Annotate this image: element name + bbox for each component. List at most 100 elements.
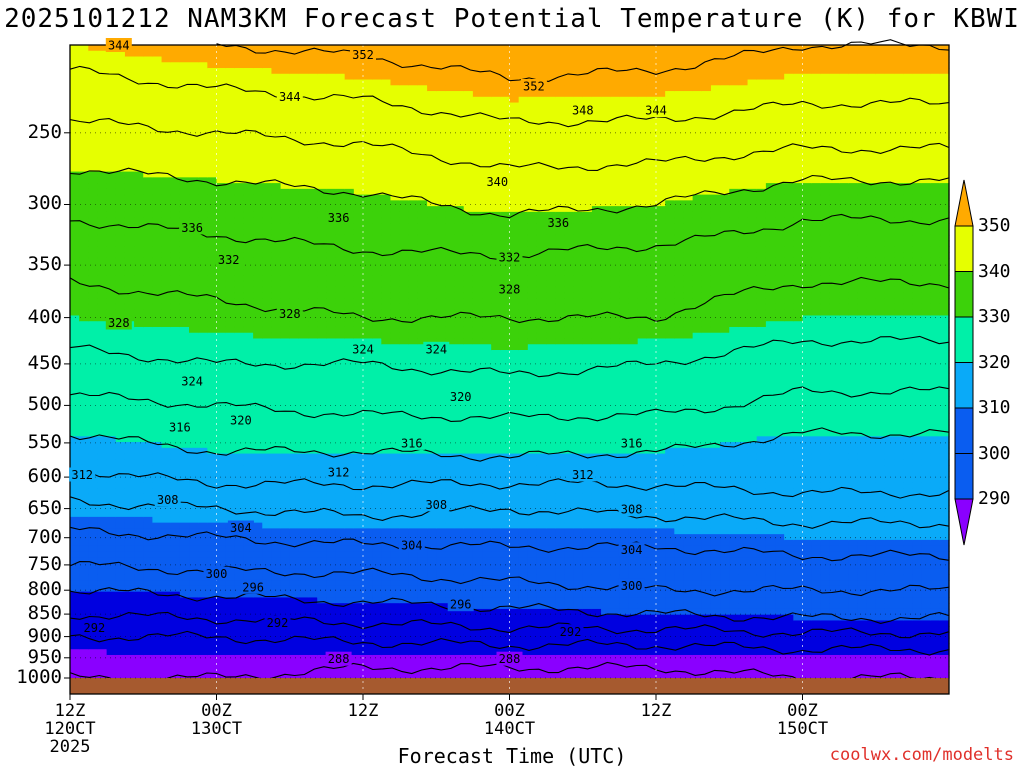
heatmap-cell: [216, 321, 227, 328]
heatmap-cell: [225, 56, 236, 63]
heatmap-cell: [482, 234, 492, 242]
heatmap-cell: [436, 321, 447, 328]
heatmap-cell: [417, 315, 428, 322]
heatmap-cell: [427, 407, 437, 414]
heatmap-cell: [344, 137, 355, 144]
heatmap-cell: [289, 666, 300, 673]
heatmap-cell: [482, 292, 492, 299]
heatmap-cell: [289, 349, 300, 357]
heatmap-cell: [189, 516, 199, 524]
heatmap-cell: [335, 637, 346, 645]
heatmap-cell: [353, 102, 364, 109]
heatmap-cell: [134, 637, 144, 645]
heatmap-cell: [381, 430, 392, 437]
heatmap-cell: [262, 447, 273, 455]
heatmap-cell: [390, 252, 401, 259]
heatmap-cell: [454, 211, 465, 219]
heatmap-cell: [445, 102, 456, 109]
heatmap-cell: [298, 562, 309, 570]
heatmap-cell: [124, 200, 135, 207]
heatmap-cell: [262, 384, 273, 391]
heatmap-cell: [482, 108, 492, 115]
heatmap-cell: [179, 286, 190, 294]
heatmap-cell: [207, 597, 218, 604]
heatmap-cell: [134, 79, 144, 86]
heatmap-cell: [298, 401, 309, 409]
heatmap-cell: [317, 217, 327, 224]
heatmap-cell: [124, 171, 135, 178]
heatmap-cell: [234, 96, 245, 104]
heatmap-cell: [335, 430, 346, 437]
heatmap-cell: [198, 407, 208, 414]
heatmap-cell: [436, 442, 447, 449]
heatmap-cell: [225, 280, 236, 288]
heatmap-cell: [243, 252, 254, 259]
heatmap-cell: [353, 223, 364, 230]
heatmap-cell: [152, 321, 163, 328]
heatmap-cell: [399, 257, 410, 265]
heatmap-cell: [88, 597, 99, 604]
heatmap-cell: [353, 626, 364, 633]
heatmap-cell: [298, 91, 309, 98]
heatmap-cell: [390, 442, 401, 449]
heatmap-cell: [225, 160, 236, 167]
heatmap-cell: [408, 148, 419, 155]
heatmap-cell: [317, 545, 327, 552]
heatmap-cell: [243, 206, 254, 213]
heatmap-cell: [243, 626, 254, 633]
heatmap-cell: [372, 315, 382, 322]
heatmap-cell: [79, 603, 89, 610]
heatmap-cell: [179, 73, 190, 81]
heatmap-cell: [445, 338, 456, 345]
heatmap-cell: [198, 246, 208, 253]
heatmap-cell: [124, 223, 135, 230]
heatmap-cell: [381, 234, 392, 242]
heatmap-cell: [271, 516, 282, 524]
heatmap-cell: [344, 68, 355, 75]
heatmap-cell: [482, 252, 492, 259]
heatmap-cell: [88, 114, 99, 121]
heatmap-cell: [179, 292, 190, 299]
heatmap-cell: [472, 171, 483, 178]
heatmap-cell: [280, 516, 291, 524]
heatmap-cell: [427, 367, 437, 374]
heatmap-cell: [115, 620, 126, 627]
heatmap-cell: [326, 68, 337, 75]
heatmap-cell: [363, 131, 373, 138]
heatmap-cell: [243, 142, 254, 150]
heatmap-cell: [262, 125, 273, 132]
heatmap-cell: [134, 407, 144, 414]
heatmap-cell: [179, 493, 190, 501]
heatmap-cell: [472, 637, 483, 645]
heatmap-cell: [280, 562, 291, 570]
heatmap-cell: [97, 309, 108, 317]
heatmap-cell: [243, 390, 254, 397]
heatmap-cell: [143, 252, 154, 259]
heatmap-cell: [207, 516, 218, 524]
heatmap-cell: [152, 125, 163, 132]
heatmap-cell: [97, 125, 108, 132]
heatmap-cell: [445, 148, 456, 155]
heatmap-cell: [298, 229, 309, 236]
heatmap-cell: [134, 453, 144, 460]
heatmap-cell: [427, 177, 437, 184]
heatmap-cell: [326, 608, 337, 616]
heatmap-cell: [234, 499, 245, 506]
heatmap-cell: [134, 252, 144, 259]
heatmap-cell: [463, 373, 474, 380]
heatmap-cell: [70, 666, 80, 673]
heatmap-cell: [179, 557, 190, 564]
heatmap-cell: [427, 516, 437, 524]
heatmap-cell: [463, 108, 474, 115]
heatmap-cell: [97, 528, 108, 535]
heatmap-cell: [243, 131, 254, 138]
heatmap-cell: [326, 597, 337, 604]
heatmap-cell: [472, 505, 483, 512]
heatmap-cell: [207, 177, 218, 184]
heatmap-cell: [326, 263, 337, 271]
heatmap-cell: [143, 562, 154, 570]
heatmap-cell: [353, 436, 364, 443]
heatmap-cell: [262, 280, 273, 288]
heatmap-cell: [344, 165, 355, 173]
heatmap-cell: [70, 79, 80, 86]
